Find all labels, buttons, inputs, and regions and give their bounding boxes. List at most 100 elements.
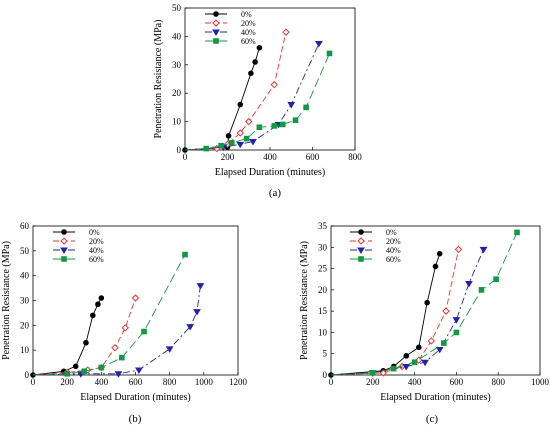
- data-point: [454, 245, 463, 254]
- x-tick-label: 800: [491, 377, 505, 387]
- data-point: [292, 117, 299, 123]
- series-line: [330, 249, 459, 376]
- data-point: [236, 141, 245, 149]
- y-tick-label: 20: [20, 320, 30, 330]
- data-point: [83, 339, 89, 346]
- y-tick-label: 30: [172, 60, 182, 70]
- y-tick-label: 30: [318, 242, 328, 252]
- legend-marker: [60, 247, 68, 254]
- data-point: [452, 317, 461, 324]
- plot-frame: [330, 225, 541, 376]
- y-tick-label: 0: [177, 145, 182, 155]
- y-axis-title: Penetration Resistance (MPa): [299, 241, 310, 360]
- legend-marker: [357, 247, 365, 254]
- data-point: [249, 138, 257, 146]
- x-tick-label: 0: [329, 377, 334, 387]
- data-point: [427, 337, 436, 345]
- y-tick-label: 50: [172, 3, 182, 13]
- data-point: [218, 142, 224, 149]
- data-point: [237, 101, 244, 108]
- legend-marker: [60, 237, 68, 245]
- data-point: [479, 246, 488, 254]
- x-tick-label: 1000: [531, 377, 550, 387]
- data-point: [282, 28, 290, 36]
- data-point: [435, 346, 444, 354]
- x-tick-label: 0: [183, 152, 188, 162]
- data-point: [326, 50, 333, 57]
- y-axis-title: Penetration Resistance (MPa): [1, 241, 12, 360]
- x-tick-label: 0: [31, 377, 36, 387]
- x-axis-title: Elapsed Duration (minutes): [380, 392, 491, 403]
- panel-caption: (c): [426, 413, 439, 425]
- data-point: [252, 59, 258, 65]
- data-point: [141, 328, 147, 335]
- x-tick-label: 1200: [229, 377, 248, 387]
- data-point: [453, 329, 460, 336]
- y-tick-label: 40: [20, 271, 30, 281]
- data-point: [131, 294, 140, 302]
- data-point: [432, 263, 439, 270]
- series-line: [32, 297, 102, 376]
- data-point: [390, 365, 397, 372]
- y-tick-label: 30: [20, 296, 30, 306]
- legend-label: 0%: [89, 228, 100, 237]
- data-point: [442, 307, 450, 315]
- data-point: [89, 312, 96, 319]
- data-point: [436, 250, 443, 257]
- x-tick-label: 600: [306, 152, 320, 162]
- series-line: [184, 53, 330, 151]
- y-axis-title: Penetration Resistance (MPa): [153, 20, 164, 139]
- data-point: [287, 102, 296, 109]
- data-point: [478, 287, 485, 293]
- data-point: [119, 354, 125, 361]
- legend-label: 20%: [89, 237, 104, 246]
- y-tick-label: 20: [318, 285, 328, 295]
- plot-frame: [184, 7, 356, 151]
- legend-label: 40%: [89, 246, 104, 255]
- legend-label: 20%: [386, 237, 401, 246]
- data-point: [314, 41, 323, 48]
- data-point: [182, 251, 188, 258]
- y-tick-label: 20: [172, 88, 182, 98]
- legend-label: 0%: [386, 228, 397, 237]
- chart-a: 0 200 400 600 800 0 10 20 30 40 50 Elapsed Duration…: [153, 3, 362, 199]
- panel-caption: (a): [269, 187, 282, 199]
- legend-marker: [358, 256, 364, 262]
- x-axis-title: Elapsed Duration (minutes): [80, 392, 191, 403]
- data-point: [165, 346, 174, 353]
- y-tick-label: 10: [172, 117, 182, 127]
- x-tick-label: 200: [221, 152, 235, 162]
- legend-marker: [212, 29, 220, 36]
- x-tick-label: 400: [408, 377, 422, 387]
- x-tick-label: 400: [263, 152, 277, 162]
- y-tick-label: 5: [323, 349, 328, 359]
- legend-label: 40%: [241, 28, 256, 37]
- data-point: [402, 363, 411, 371]
- y-tick-label: 35: [318, 221, 328, 231]
- series-line: [32, 285, 201, 376]
- data-point: [186, 324, 195, 331]
- data-point: [415, 344, 422, 351]
- legend-marker: [213, 11, 219, 17]
- data-point: [95, 301, 101, 308]
- legend-label: 60%: [386, 255, 401, 264]
- data-point: [411, 359, 418, 366]
- x-axis-title: Elapsed Duration (minutes): [215, 167, 326, 178]
- data-point: [465, 280, 473, 288]
- data-point: [370, 370, 376, 376]
- data-point: [493, 276, 499, 283]
- y-tick-label: 10: [20, 345, 30, 355]
- data-point: [64, 370, 70, 377]
- y-tick-label: 40: [172, 31, 182, 41]
- x-tick-label: 200: [366, 377, 380, 387]
- data-point: [98, 295, 105, 301]
- legend-marker: [61, 229, 67, 235]
- data-point: [121, 324, 129, 332]
- series-line: [184, 32, 287, 151]
- data-point: [403, 353, 410, 359]
- legend-label: 60%: [89, 255, 104, 264]
- series-line: [330, 232, 518, 376]
- legend-label: 20%: [241, 19, 256, 28]
- data-point: [441, 340, 447, 346]
